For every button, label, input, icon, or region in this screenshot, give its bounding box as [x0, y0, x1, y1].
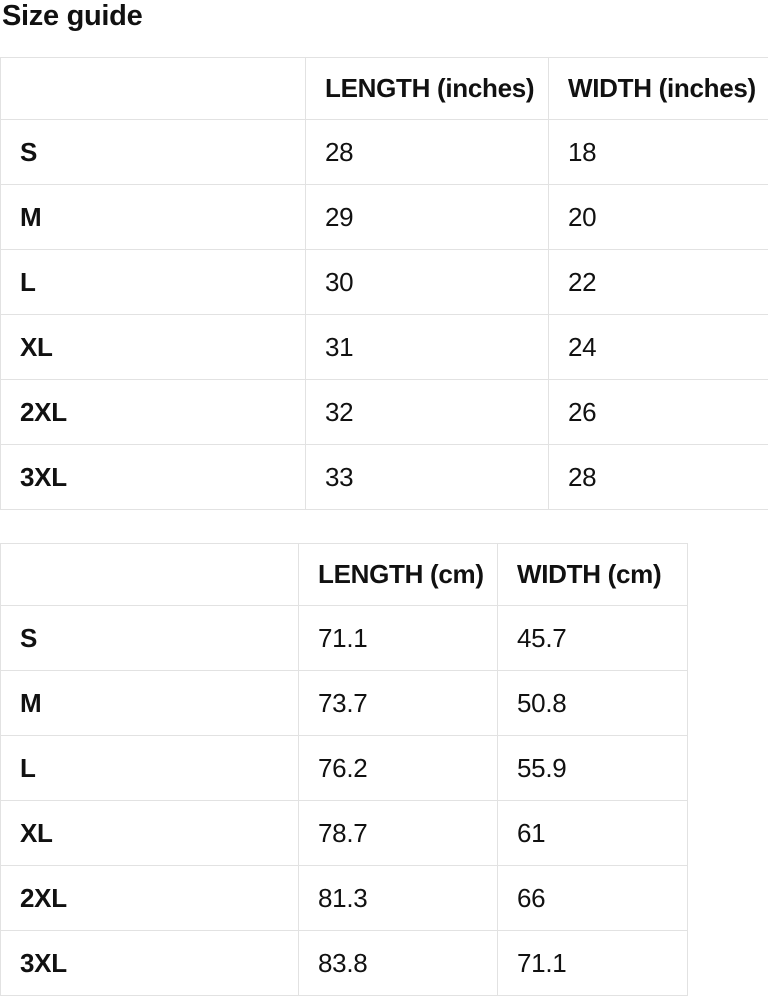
- corner-header-cell: [0, 543, 299, 606]
- size-label-cell: S: [0, 119, 306, 185]
- width-value-cell: 28: [548, 444, 768, 510]
- table-row: S 28 18: [0, 119, 768, 185]
- size-label-cell: XL: [0, 314, 306, 380]
- page-title: Size guide: [2, 0, 143, 32]
- size-table-inches: LENGTH (inches) WIDTH (inches) S 28 18 M 29 20 L…: [0, 57, 768, 510]
- width-value-cell: 20: [548, 184, 768, 250]
- header-row: LENGTH (cm) WIDTH (cm): [0, 543, 688, 606]
- size-label-cell: XL: [0, 800, 299, 866]
- width-value-cell: 22: [548, 249, 768, 315]
- width-value-cell: 45.7: [497, 605, 688, 671]
- table-row: 2XL 32 26: [0, 379, 768, 445]
- table-row: M 29 20: [0, 184, 768, 250]
- width-value-cell: 26: [548, 379, 768, 445]
- size-label-cell: M: [0, 670, 299, 736]
- table-row: 2XL 81.3 66: [0, 865, 688, 931]
- length-value-cell: 33: [305, 444, 549, 510]
- size-table-cm: LENGTH (cm) WIDTH (cm) S 71.1 45.7 M 73.7 50.8 L…: [0, 543, 688, 996]
- column-header: LENGTH (inches): [305, 57, 549, 120]
- width-value-cell: 24: [548, 314, 768, 380]
- length-value-cell: 71.1: [298, 605, 498, 671]
- length-value-cell: 29: [305, 184, 549, 250]
- size-label-cell: S: [0, 605, 299, 671]
- size-label-cell: 3XL: [0, 930, 299, 996]
- width-value-cell: 61: [497, 800, 688, 866]
- column-header: WIDTH (cm): [497, 543, 688, 606]
- length-value-cell: 28: [305, 119, 549, 185]
- length-value-cell: 73.7: [298, 670, 498, 736]
- table-row: 3XL 83.8 71.1: [0, 930, 688, 996]
- table-row: S 71.1 45.7: [0, 605, 688, 671]
- width-value-cell: 18: [548, 119, 768, 185]
- table-row: L 30 22: [0, 249, 768, 315]
- header-row: LENGTH (inches) WIDTH (inches): [0, 57, 768, 120]
- size-label-cell: 2XL: [0, 865, 299, 931]
- width-value-cell: 66: [497, 865, 688, 931]
- size-label-cell: 2XL: [0, 379, 306, 445]
- column-header: WIDTH (inches): [548, 57, 768, 120]
- table-row: XL 31 24: [0, 314, 768, 380]
- table-row: 3XL 33 28: [0, 444, 768, 510]
- length-value-cell: 76.2: [298, 735, 498, 801]
- length-value-cell: 31: [305, 314, 549, 380]
- width-value-cell: 50.8: [497, 670, 688, 736]
- table-row: M 73.7 50.8: [0, 670, 688, 736]
- size-label-cell: L: [0, 735, 299, 801]
- length-value-cell: 30: [305, 249, 549, 315]
- length-value-cell: 32: [305, 379, 549, 445]
- length-value-cell: 81.3: [298, 865, 498, 931]
- size-label-cell: L: [0, 249, 306, 315]
- column-header: LENGTH (cm): [298, 543, 498, 606]
- size-label-cell: 3XL: [0, 444, 306, 510]
- size-label-cell: M: [0, 184, 306, 250]
- table-row: XL 78.7 61: [0, 800, 688, 866]
- width-value-cell: 55.9: [497, 735, 688, 801]
- corner-header-cell: [0, 57, 306, 120]
- length-value-cell: 78.7: [298, 800, 498, 866]
- width-value-cell: 71.1: [497, 930, 688, 996]
- table-row: L 76.2 55.9: [0, 735, 688, 801]
- length-value-cell: 83.8: [298, 930, 498, 996]
